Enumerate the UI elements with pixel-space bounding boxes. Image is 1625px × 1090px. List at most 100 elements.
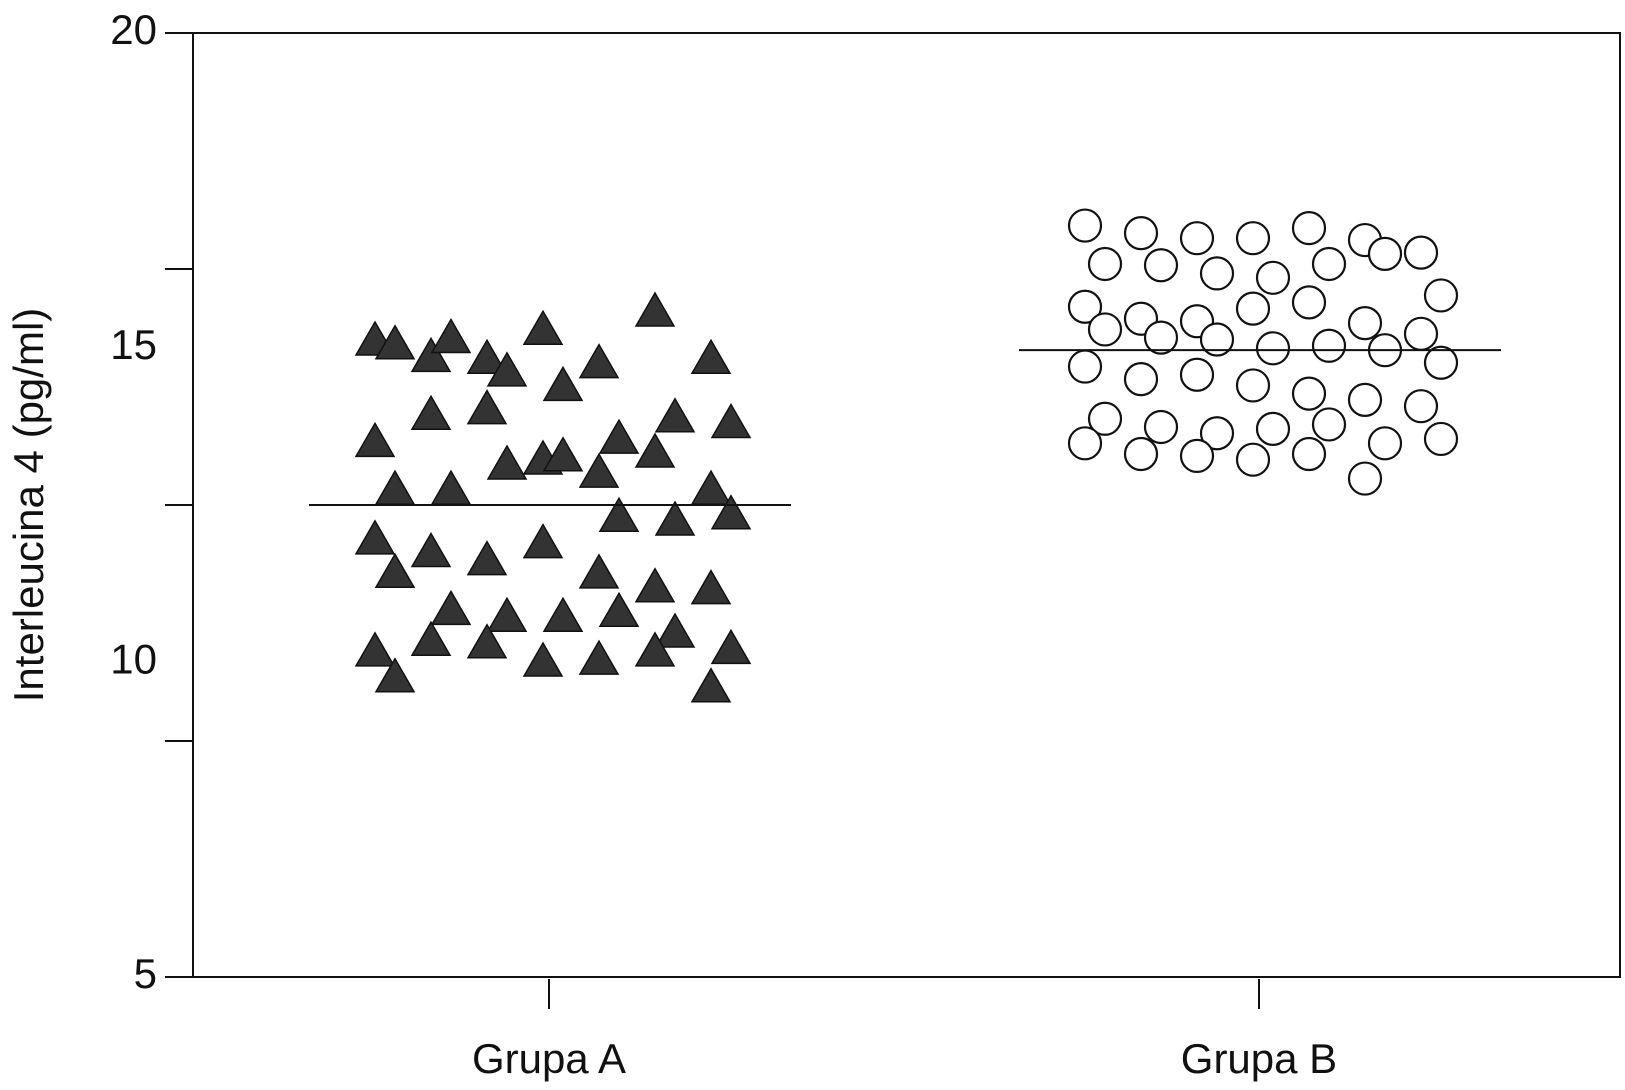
- circle-point: [1291, 285, 1327, 320]
- triangle-point: [354, 421, 396, 458]
- circle-point: [1255, 331, 1291, 366]
- triangle-point: [578, 639, 620, 675]
- circle-point: [1179, 438, 1215, 474]
- circle-point: [1291, 436, 1327, 472]
- triangle-point: [690, 338, 732, 375]
- circle-point: [1123, 436, 1159, 472]
- triangle-point: [354, 519, 396, 555]
- circle-point: [1199, 322, 1235, 357]
- circle-point: [1423, 345, 1459, 380]
- circle-point: [1291, 376, 1327, 411]
- triangle-point: [710, 494, 752, 530]
- triangle-point: [654, 397, 696, 433]
- circle-point: [1143, 320, 1179, 355]
- circle-point: [1255, 260, 1291, 295]
- triangle-point: [354, 631, 396, 667]
- circle-point: [1179, 357, 1215, 392]
- circle-point: [1403, 389, 1439, 424]
- circle-point: [1067, 208, 1103, 243]
- circle-point: [1067, 289, 1103, 324]
- triangle-point: [522, 523, 564, 559]
- triangle-point: [466, 623, 508, 659]
- circle-point: [1311, 246, 1347, 282]
- circle-point: [1235, 291, 1271, 326]
- triangle-point: [466, 338, 508, 375]
- triangle-point: [690, 667, 732, 703]
- triangle-point: [486, 351, 528, 387]
- circle-point: [1087, 312, 1123, 347]
- circle-point: [1367, 236, 1403, 271]
- circle-point: [1423, 421, 1459, 457]
- triangle-point: [486, 444, 528, 480]
- triangle-point: [486, 596, 528, 633]
- triangle-point: [374, 552, 416, 588]
- circle-point: [1087, 246, 1123, 282]
- triangle-point: [542, 596, 584, 633]
- triangle-point: [542, 436, 584, 472]
- circle-point: [1403, 235, 1439, 270]
- triangle-point: [410, 336, 452, 373]
- triangle-point: [710, 402, 752, 439]
- triangle-point: [374, 469, 416, 505]
- triangle-point: [598, 496, 640, 532]
- circle-point: [1347, 382, 1383, 418]
- circle-point: [1311, 407, 1347, 442]
- circle-point: [1235, 221, 1271, 256]
- y-tick-label: 15: [110, 321, 157, 368]
- triangle-point: [542, 365, 584, 402]
- circle-point: [1367, 426, 1403, 461]
- y-tick-label: 5: [134, 950, 157, 997]
- triangle-point: [430, 317, 472, 354]
- triangle-point: [578, 553, 620, 589]
- triangle-point: [690, 569, 732, 605]
- triangle-point: [522, 309, 564, 346]
- triangle-point: [578, 452, 620, 488]
- circle-point: [1123, 216, 1159, 251]
- circle-point: [1235, 368, 1271, 403]
- triangle-point: [374, 324, 416, 360]
- triangle-point: [634, 567, 676, 603]
- triangle-point: [430, 589, 472, 626]
- circle-point: [1143, 409, 1179, 445]
- y-axis-label: Interleucina 4 (pg/ml): [5, 308, 52, 703]
- triangle-point: [410, 531, 452, 568]
- circle-point: [1255, 411, 1291, 446]
- triangle-point: [634, 432, 676, 468]
- triangle-point: [710, 628, 752, 665]
- circle-point: [1199, 256, 1235, 291]
- circle-point: [1067, 349, 1103, 384]
- y-tick-label: 20: [110, 6, 157, 53]
- triangle-point: [430, 469, 472, 505]
- circle-point: [1347, 461, 1383, 496]
- triangle-point: [410, 394, 452, 431]
- triangle-point: [634, 631, 676, 667]
- triangle-point: [578, 343, 620, 379]
- triangle-point: [374, 657, 416, 693]
- x-tick-label: Grupa B: [1181, 1035, 1337, 1082]
- circle-point: [1123, 362, 1159, 397]
- circle-point: [1179, 221, 1215, 256]
- triangle-point: [598, 591, 640, 627]
- circle-point: [1403, 316, 1439, 351]
- circle-point: [1347, 306, 1383, 341]
- y-tick-label: 10: [110, 635, 157, 682]
- triangle-point: [410, 620, 452, 656]
- circle-point: [1143, 248, 1179, 283]
- triangle-point: [598, 418, 640, 454]
- triangle-point: [634, 291, 676, 327]
- x-tick-label: Grupa A: [472, 1035, 626, 1082]
- triangle-point: [654, 500, 696, 536]
- circle-point: [1199, 416, 1235, 451]
- triangle-point: [522, 641, 564, 677]
- triangle-point: [466, 540, 508, 576]
- circle-point: [1423, 278, 1459, 313]
- triangle-point: [690, 469, 732, 505]
- circle-point: [1067, 426, 1103, 461]
- triangle-point: [466, 389, 508, 425]
- triangle-point: [654, 612, 696, 648]
- circle-point: [1087, 401, 1123, 436]
- circle-point: [1235, 442, 1271, 477]
- circle-point: [1311, 328, 1347, 363]
